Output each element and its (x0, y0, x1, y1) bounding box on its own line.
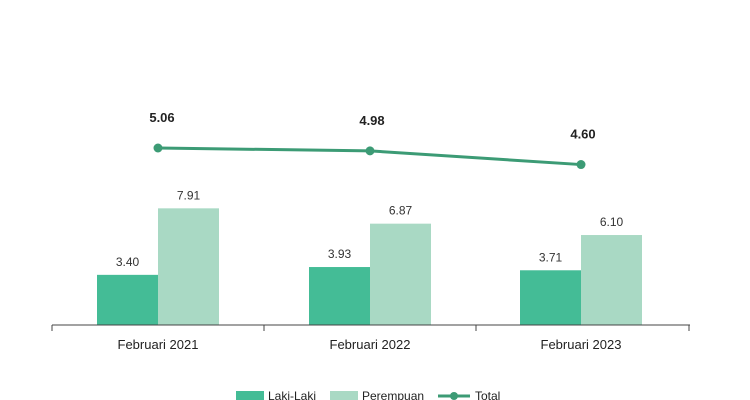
total-point-februari-2021 (153, 143, 163, 153)
bar-label-laki-laki-februari-2021: 3.40 (116, 255, 140, 269)
total-label-februari-2023: 4.60 (570, 127, 595, 142)
legend-swatch-total-marker (450, 392, 458, 400)
x-tick-label-februari-2021: Februari 2021 (118, 337, 199, 352)
legend: Laki-Laki Perempuan Total (236, 389, 500, 400)
total-label-februari-2022: 4.98 (359, 113, 384, 128)
bar-perempuan-februari-2021 (158, 208, 219, 325)
total-label-februari-2021: 5.06 (149, 110, 174, 125)
bar-laki-laki-februari-2022 (309, 267, 370, 325)
legend-label-laki-laki: Laki-Laki (268, 389, 316, 400)
bar-label-laki-laki-februari-2022: 3.93 (328, 247, 352, 261)
x-tick-label-februari-2023: Februari 2023 (541, 337, 622, 352)
bar-label-perempuan-februari-2023: 6.10 (600, 215, 624, 229)
legend-swatch-perempuan (330, 391, 358, 400)
bar-label-perempuan-februari-2022: 6.87 (389, 204, 413, 218)
total-point-februari-2022 (365, 146, 375, 156)
bar-label-perempuan-februari-2021: 7.91 (177, 188, 201, 202)
total-line-layer (153, 143, 586, 170)
x-axis-ticks: Februari 2021 Februari 2022 Februari 2023 (51, 325, 690, 352)
bar-perempuan-februari-2022 (370, 223, 431, 325)
labels-layer: 3.40 7.91 3.93 6.87 3.71 6.10 5.06 4.98 4.60 (116, 110, 624, 269)
bar-laki-laki-februari-2021 (97, 274, 158, 325)
bar-laki-laki-februari-2023 (520, 270, 581, 325)
bar-perempuan-februari-2023 (581, 235, 642, 325)
x-tick-label-februari-2022: Februari 2022 (330, 337, 411, 352)
legend-swatch-laki-laki (236, 391, 264, 400)
legend-label-total: Total (475, 389, 500, 400)
bar-label-laki-laki-februari-2023: 3.71 (539, 250, 563, 264)
bars-layer (97, 208, 642, 325)
legend-label-perempuan: Perempuan (362, 389, 424, 400)
total-point-februari-2023 (576, 160, 586, 170)
